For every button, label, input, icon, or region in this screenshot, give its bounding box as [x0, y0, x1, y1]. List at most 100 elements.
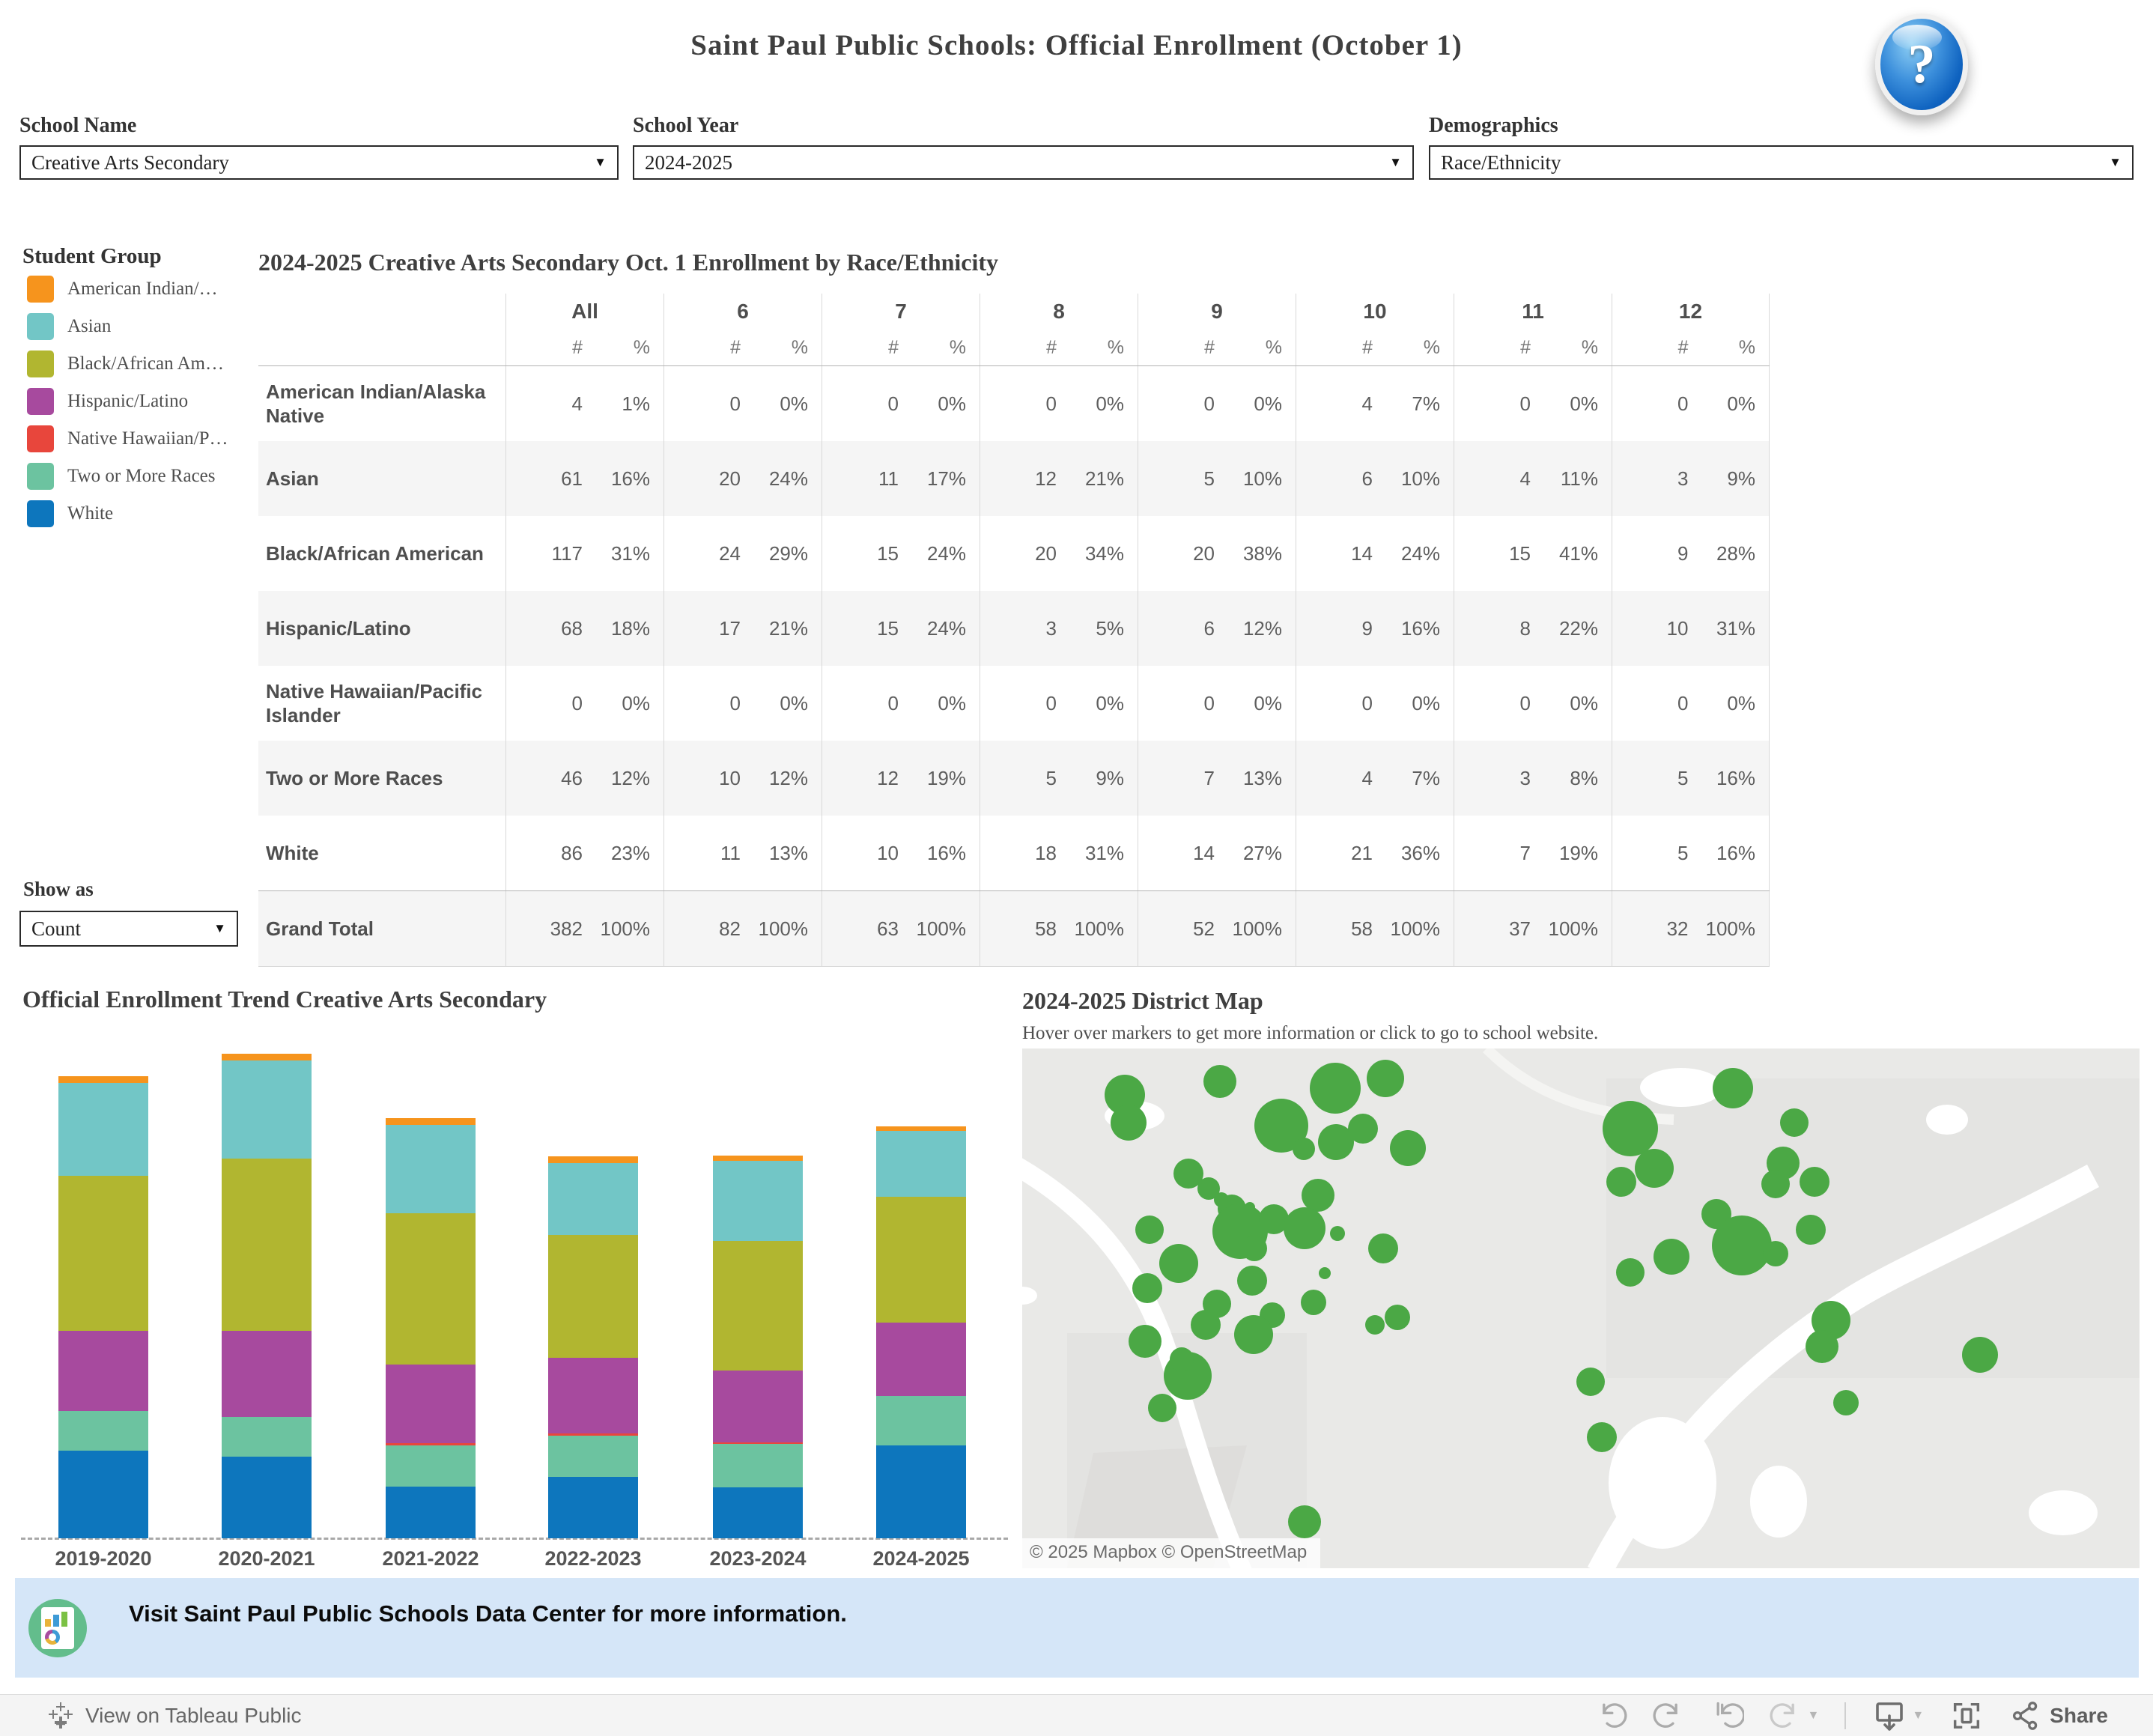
- table-cell-group[interactable]: 14 24%: [1296, 516, 1454, 591]
- school-marker[interactable]: [1367, 1233, 1398, 1264]
- school-marker[interactable]: [1190, 1310, 1221, 1341]
- school-marker[interactable]: [1761, 1170, 1790, 1199]
- column-header[interactable]: 10: [1296, 294, 1454, 330]
- table-cell-group[interactable]: 4 7%: [1296, 366, 1454, 441]
- column-header[interactable]: 12: [1612, 294, 1770, 330]
- school-marker[interactable]: [1806, 1330, 1839, 1364]
- bar-segment[interactable]: [548, 1477, 638, 1538]
- map-attribution[interactable]: © 2025 Mapbox © OpenStreetMap: [1022, 1538, 1321, 1568]
- table-row[interactable]: Two or More Races 46 12% 10 12% 12 19% 5 9% 7 13% 4…: [258, 741, 1770, 816]
- download-button[interactable]: ▼: [1871, 1698, 1924, 1734]
- bar-segment[interactable]: [58, 1083, 148, 1176]
- table-cell-group[interactable]: 82 100%: [663, 891, 822, 966]
- share-button[interactable]: Share: [2009, 1699, 2108, 1732]
- redo-button[interactable]: [1653, 1699, 1686, 1732]
- bar-segment[interactable]: [222, 1331, 312, 1417]
- bar-segment[interactable]: [876, 1131, 966, 1197]
- bar-segment[interactable]: [713, 1487, 803, 1538]
- table-row[interactable]: Black/African American 117 31% 24 29% 15 24% 20…: [258, 516, 1770, 591]
- legend-item[interactable]: Two or More Races: [27, 463, 259, 490]
- table-cell-group[interactable]: 32 100%: [1612, 891, 1770, 966]
- school-marker[interactable]: [1132, 1272, 1163, 1303]
- column-header[interactable]: 8: [980, 294, 1138, 330]
- school-marker[interactable]: [1832, 1390, 1859, 1416]
- table-cell-group[interactable]: 7 19%: [1454, 816, 1612, 890]
- table-cell-group[interactable]: 6 10%: [1296, 441, 1454, 516]
- school-marker[interactable]: [1302, 1179, 1335, 1213]
- column-header[interactable]: 9: [1138, 294, 1296, 330]
- column-header[interactable]: 6: [663, 294, 822, 330]
- table-cell-group[interactable]: 58 100%: [980, 891, 1138, 966]
- school-marker[interactable]: [1329, 1226, 1345, 1242]
- bar-segment[interactable]: [713, 1442, 803, 1444]
- bar-segment[interactable]: [876, 1197, 966, 1323]
- stacked-bar[interactable]: [713, 1156, 803, 1538]
- table-row[interactable]: Native Hawaiian/Pacific Islander 0 0% 0 0% 0 0…: [258, 666, 1770, 741]
- table-cell-group[interactable]: 10 31%: [1612, 591, 1770, 666]
- chevron-down-icon[interactable]: ▼: [1912, 1708, 1925, 1722]
- stacked-bar[interactable]: [222, 1054, 312, 1538]
- school-marker[interactable]: [1203, 1065, 1237, 1099]
- table-cell-group[interactable]: 20 34%: [980, 516, 1138, 591]
- bar-segment[interactable]: [876, 1126, 966, 1131]
- bar-segment[interactable]: [222, 1159, 312, 1331]
- school-marker[interactable]: [1258, 1204, 1289, 1235]
- bar-segment[interactable]: [548, 1163, 638, 1235]
- bar-segment[interactable]: [386, 1118, 476, 1125]
- undo-button[interactable]: [1594, 1699, 1627, 1732]
- table-cell-group[interactable]: 4 7%: [1296, 741, 1454, 816]
- legend-item[interactable]: American Indian/…: [27, 276, 259, 303]
- table-cell-group[interactable]: 9 16%: [1296, 591, 1454, 666]
- school-marker[interactable]: [1319, 1266, 1331, 1279]
- school-marker[interactable]: [1587, 1422, 1618, 1453]
- school-marker[interactable]: [1389, 1129, 1426, 1166]
- school-marker[interactable]: [1129, 1325, 1162, 1359]
- table-cell-group[interactable]: 20 24%: [663, 441, 822, 516]
- school-marker[interactable]: [1635, 1149, 1674, 1189]
- table-cell-group[interactable]: 3 5%: [980, 591, 1138, 666]
- reset-button[interactable]: [1711, 1699, 1745, 1732]
- school-marker[interactable]: [1796, 1215, 1826, 1245]
- school-marker[interactable]: [1233, 1314, 1273, 1354]
- legend-item[interactable]: Hispanic/Latino: [27, 388, 259, 415]
- school-marker[interactable]: [1365, 1315, 1385, 1335]
- bar-segment[interactable]: [58, 1411, 148, 1451]
- bar-segment[interactable]: [713, 1241, 803, 1371]
- bar-segment[interactable]: [548, 1358, 638, 1433]
- bar-segment[interactable]: [222, 1060, 312, 1159]
- school-marker[interactable]: [1110, 1104, 1147, 1141]
- table-cell-group[interactable]: 5 10%: [1138, 441, 1296, 516]
- table-cell-group[interactable]: 0 0%: [980, 366, 1138, 441]
- table-cell-group[interactable]: 18 31%: [980, 816, 1138, 890]
- bar-segment[interactable]: [386, 1365, 476, 1443]
- data-center-banner[interactable]: Visit Saint Paul Public Schools Data Cen…: [15, 1578, 2139, 1678]
- bar-segment[interactable]: [386, 1213, 476, 1365]
- bar-segment[interactable]: [222, 1054, 312, 1060]
- table-row[interactable]: Asian 61 16% 20 24% 11 17% 12 21% 5 10% 6 10% 4 11% 3 9%: [258, 441, 1770, 516]
- bar-segment[interactable]: [548, 1436, 638, 1477]
- show-as-select[interactable]: Count ▼: [19, 911, 238, 947]
- stacked-bar[interactable]: [876, 1126, 966, 1538]
- bar-segment[interactable]: [222, 1457, 312, 1538]
- bar-segment[interactable]: [713, 1444, 803, 1487]
- table-row[interactable]: American Indian/Alaska Native 4 1% 0 0% 0 0% 0 0…: [258, 366, 1770, 441]
- bar-segment[interactable]: [548, 1433, 638, 1436]
- table-cell-group[interactable]: 21 36%: [1296, 816, 1454, 890]
- bar-segment[interactable]: [876, 1396, 966, 1445]
- stacked-bar[interactable]: [386, 1118, 476, 1538]
- table-cell-group[interactable]: 52 100%: [1138, 891, 1296, 966]
- table-cell-group[interactable]: 10 16%: [822, 816, 980, 890]
- bar-segment[interactable]: [548, 1156, 638, 1163]
- table-cell-group[interactable]: 0 0%: [1454, 666, 1612, 741]
- table-row[interactable]: White 86 23% 11 13% 10 16% 18 31% 14 27% 21 36% 7 19% 5…: [258, 816, 1770, 890]
- legend-item[interactable]: Native Hawaiian/P…: [27, 425, 259, 452]
- refresh-button[interactable]: ▼: [1770, 1699, 1819, 1732]
- table-cell-group[interactable]: 68 18%: [505, 591, 663, 666]
- table-cell-group[interactable]: 382 100%: [505, 891, 663, 966]
- school-marker[interactable]: [1170, 1347, 1194, 1371]
- bar-segment[interactable]: [713, 1161, 803, 1241]
- view-on-tableau-public-button[interactable]: View on Tableau Public: [46, 1702, 302, 1730]
- school-marker[interactable]: [1237, 1266, 1268, 1296]
- school-year-select[interactable]: 2024-2025 ▼: [633, 145, 1414, 180]
- table-cell-group[interactable]: 12 21%: [980, 441, 1138, 516]
